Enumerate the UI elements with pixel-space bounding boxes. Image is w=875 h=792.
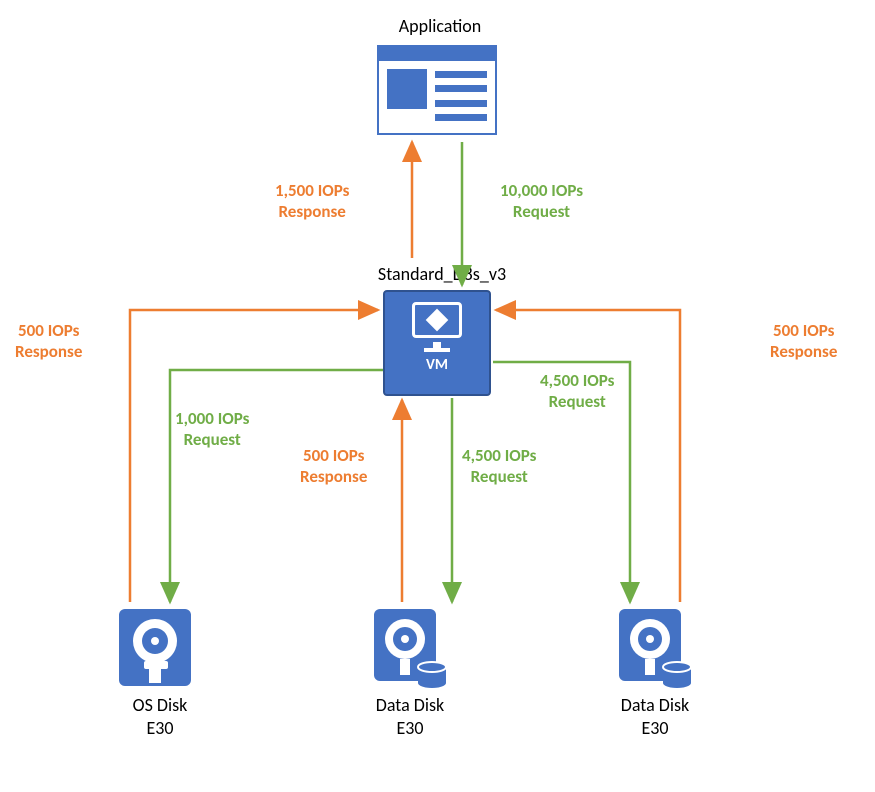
- edge-label-app-request: 10,000 IOPs Request: [500, 180, 583, 223]
- os-disk-label-1: OS Disk: [133, 694, 188, 716]
- edge-label-d1-request: 4,500 IOPs Request: [462, 445, 536, 488]
- data-disk-2-label-2: E30: [641, 717, 668, 739]
- vm-label: VM: [385, 352, 489, 382]
- data-disk-2-icon: [615, 605, 695, 690]
- vm-title: Standard_D8s_v3: [352, 263, 532, 285]
- data-disk-1-icon: [370, 605, 450, 690]
- data-disk-2-title: Data Disk E30: [595, 694, 715, 741]
- diagram-canvas: Application Standard_D8s_v3 VM OS Disk E…: [0, 0, 875, 792]
- edge-label-d2-response: 500 IOPs Response: [770, 320, 837, 363]
- os-disk-icon: [115, 605, 195, 690]
- data-disk-1-title: Data Disk E30: [350, 694, 470, 741]
- data-disk-1-label-1: Data Disk: [376, 694, 444, 716]
- os-disk-title: OS Disk E30: [100, 694, 220, 741]
- data-disk-2-label-1: Data Disk: [621, 694, 689, 716]
- os-disk-label-2: E30: [146, 717, 173, 739]
- edge-label-d1-response: 500 IOPs Response: [300, 445, 367, 488]
- edge-label-d2-request: 4,500 IOPs Request: [540, 370, 614, 413]
- application-title: Application: [360, 15, 520, 37]
- edge-label-os-request: 1,000 IOPs Request: [175, 408, 249, 451]
- edge-label-os-response: 500 IOPs Response: [15, 320, 82, 363]
- vm-icon: VM: [383, 290, 491, 396]
- edge-label-app-response: 1,500 IOPs Response: [275, 180, 349, 223]
- data-disk-1-label-2: E30: [396, 717, 423, 739]
- application-icon: [377, 45, 497, 135]
